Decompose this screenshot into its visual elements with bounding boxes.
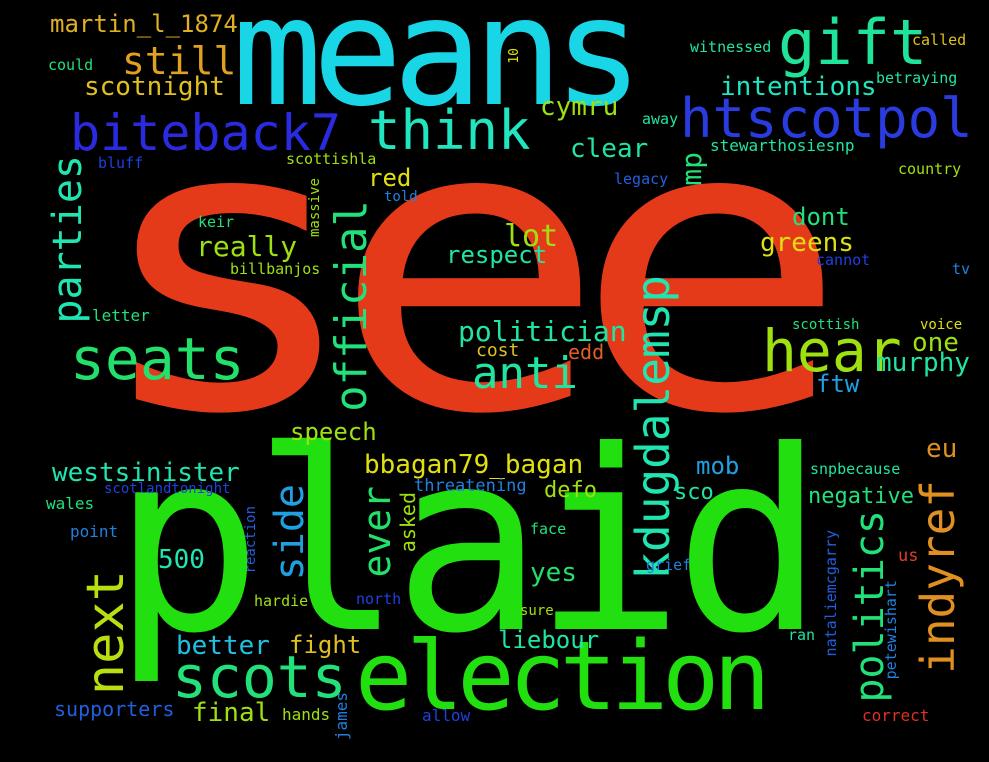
word-ran: ran	[788, 626, 816, 644]
word-ftw: ftw	[816, 370, 860, 398]
word-correct: correct	[862, 706, 930, 725]
word-legacy: legacy	[614, 170, 669, 188]
word-speech: speech	[290, 418, 377, 446]
word-ten: 10	[507, 48, 522, 64]
word-letter: letter	[92, 306, 150, 325]
word-north: north	[356, 590, 402, 608]
word-better: better	[176, 631, 270, 661]
word-scottishla: scottishla	[286, 150, 377, 168]
word-eu: eu	[926, 434, 958, 464]
word-gift: gift	[778, 6, 928, 79]
word-ever: ever	[355, 486, 399, 578]
word-told: told	[384, 189, 418, 205]
word-murphy: murphy	[876, 348, 970, 378]
word-clear: clear	[570, 134, 649, 164]
word-could: could	[48, 56, 94, 74]
word-stewarthosiesnp: stewarthosiesnp	[710, 136, 855, 155]
word-hardie: hardie	[254, 592, 309, 610]
word-think: think	[368, 99, 531, 162]
word-face: face	[530, 520, 567, 538]
word-defo: defo	[544, 478, 597, 503]
word-cannot: cannot	[816, 251, 871, 269]
word-hands: hands	[282, 705, 331, 724]
word-htscotpol: htscotpol	[680, 87, 973, 150]
word-martin: martin_l_1874	[50, 10, 238, 38]
word-still: still	[122, 39, 237, 83]
word-sco: sco	[674, 480, 714, 505]
word-petewishart: petewishart	[882, 580, 900, 680]
word-dont: dont	[792, 203, 850, 231]
word-fight: fight	[289, 631, 362, 659]
word-respect: respect	[446, 241, 548, 269]
word-bbagan: bbagan79_bagan	[364, 450, 584, 480]
word-scots: scots	[172, 643, 347, 711]
word-keir: keir	[198, 213, 235, 231]
word-parties: parties	[45, 155, 91, 324]
word-politician: politician	[458, 315, 627, 348]
word-kdugdalemsp: kdugdalemsp	[626, 275, 680, 580]
word-next: next	[76, 570, 136, 696]
word-seats: seats	[70, 325, 245, 393]
word-one: one	[912, 328, 959, 358]
word-scottish: scottish	[792, 317, 860, 333]
word-anti: anti	[472, 348, 578, 399]
word-biteback7: biteback7	[70, 104, 341, 162]
word-500: 500	[158, 545, 205, 575]
word-final: final	[192, 698, 271, 728]
word-mob: mob	[696, 452, 740, 480]
word-us: us	[898, 546, 919, 566]
word-snpbecause: snpbecause	[810, 460, 901, 478]
word-billbanjos: billbanjos	[230, 260, 321, 278]
word-election: election	[355, 622, 771, 732]
word-liebour: liebour	[498, 626, 600, 654]
word-negative: negative	[808, 484, 914, 509]
word-allow: allow	[422, 706, 471, 725]
word-cymru: cymru	[540, 92, 619, 122]
word-betraying: betraying	[876, 69, 958, 87]
word-yes: yes	[530, 558, 577, 588]
word-really: really	[196, 230, 298, 263]
word-edd: edd	[568, 340, 605, 364]
word-away: away	[642, 110, 679, 128]
word-sure: sure	[520, 603, 554, 619]
word-lot: lot	[504, 219, 559, 254]
word-witnessed: witnessed	[690, 38, 772, 56]
word-supporters: supporters	[54, 697, 175, 721]
word-westsinister: westsinister	[52, 458, 240, 488]
word-intentions: intentions	[720, 72, 877, 102]
word-asked: asked	[396, 492, 420, 553]
word-wales: wales	[46, 494, 95, 513]
word-indyref: indyref	[911, 480, 965, 674]
word-official: official	[326, 200, 377, 412]
word-james: james	[332, 692, 351, 741]
word-cost: cost	[476, 340, 520, 361]
word-massive: massive	[307, 178, 323, 238]
word-bluff: bluff	[98, 154, 144, 172]
word-voice: voice	[920, 317, 963, 333]
word-plaid: plaid	[112, 397, 825, 688]
word-scotlandtonight: scotlandtonight	[104, 481, 231, 497]
word-see: see	[88, 37, 850, 502]
word-threatening: threatening	[414, 476, 527, 496]
word-hear: hear	[762, 317, 902, 385]
word-point: point	[70, 522, 119, 541]
word-grief: grief	[646, 556, 692, 574]
word-called: called	[912, 31, 967, 49]
word-scotnight: scotnight	[84, 72, 225, 102]
word-side: side	[267, 484, 313, 581]
word-tv: tv	[952, 260, 971, 278]
word-greens: greens	[760, 228, 854, 258]
word-nataliemcgarry: nataliemcgarry	[822, 530, 840, 657]
word-mp: mp	[675, 152, 708, 186]
word-country: country	[898, 160, 962, 178]
word-reaction: reaction	[243, 506, 259, 574]
word-red: red	[368, 164, 412, 192]
word-means: means	[232, 0, 644, 140]
